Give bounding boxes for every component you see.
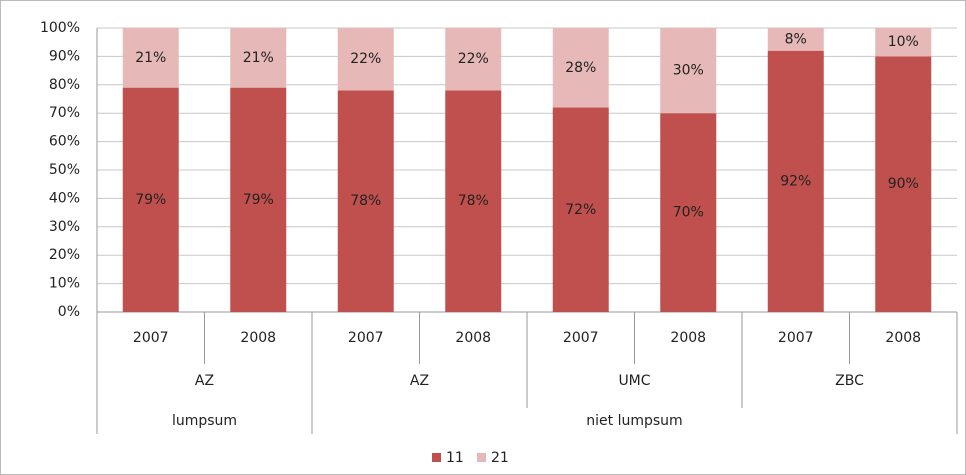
data-label: 22% bbox=[350, 51, 381, 67]
y-tick-label: 40% bbox=[49, 190, 80, 206]
supergroup-label: lumpsum bbox=[172, 413, 237, 429]
bar-segment bbox=[445, 28, 502, 91]
x-tick-label: 2007 bbox=[348, 330, 384, 346]
x-tick-label: 2007 bbox=[133, 330, 169, 346]
x-tick-label: 2007 bbox=[778, 330, 814, 346]
data-label: 78% bbox=[458, 193, 489, 209]
y-tick-label: 100% bbox=[40, 20, 80, 36]
y-tick-label: 10% bbox=[49, 276, 80, 292]
bar-segment bbox=[767, 50, 824, 312]
bar-segment bbox=[552, 28, 609, 108]
y-tick-label: 90% bbox=[49, 48, 80, 64]
group-label: AZ bbox=[410, 373, 429, 389]
bar-segment bbox=[122, 28, 179, 88]
x-tick-label: 2007 bbox=[563, 330, 599, 346]
legend-swatch bbox=[477, 453, 486, 462]
group-label: AZ bbox=[195, 373, 214, 389]
y-tick-label: 30% bbox=[49, 219, 80, 235]
legend-swatch bbox=[432, 453, 441, 462]
data-label: 8% bbox=[785, 31, 807, 47]
x-tick-label: 2008 bbox=[455, 330, 491, 346]
bar-segment bbox=[230, 28, 287, 88]
data-label: 30% bbox=[673, 63, 704, 79]
y-tick-label: 50% bbox=[49, 162, 80, 178]
data-label: 79% bbox=[135, 192, 166, 208]
y-tick-label: 0% bbox=[58, 304, 80, 320]
data-label: 10% bbox=[888, 34, 919, 50]
bar-segment bbox=[875, 28, 932, 57]
data-label: 92% bbox=[780, 173, 811, 189]
data-label: 70% bbox=[673, 205, 704, 221]
x-tick-label: 2008 bbox=[240, 330, 276, 346]
data-label: 90% bbox=[888, 176, 919, 192]
bar-segment bbox=[337, 28, 394, 91]
data-label: 78% bbox=[350, 193, 381, 209]
group-label: ZBC bbox=[835, 373, 864, 389]
y-tick-label: 70% bbox=[49, 105, 80, 121]
y-tick-label: 80% bbox=[49, 77, 80, 93]
bar-segment bbox=[660, 113, 717, 312]
data-label: 22% bbox=[458, 51, 489, 67]
legend-label: 11 bbox=[446, 450, 464, 466]
bar-segment bbox=[122, 87, 179, 312]
group-label: UMC bbox=[618, 373, 650, 389]
x-tick-label: 2008 bbox=[885, 330, 921, 346]
bar-segment bbox=[445, 90, 502, 312]
y-tick-label: 60% bbox=[49, 134, 80, 150]
y-tick-label: 20% bbox=[49, 247, 80, 263]
data-label: 21% bbox=[243, 50, 274, 66]
bar-segment bbox=[660, 28, 717, 114]
data-label: 79% bbox=[243, 192, 274, 208]
bar-segment bbox=[337, 90, 394, 312]
supergroup-label: niet lumpsum bbox=[586, 413, 682, 429]
legend-label: 21 bbox=[491, 450, 509, 466]
x-tick-label: 2008 bbox=[670, 330, 706, 346]
bar-segment bbox=[875, 56, 932, 313]
data-label: 21% bbox=[135, 50, 166, 66]
bar-segment bbox=[767, 28, 824, 51]
data-label: 28% bbox=[565, 60, 596, 76]
bar-segment bbox=[230, 87, 287, 312]
data-label: 72% bbox=[565, 202, 596, 218]
bar-segment bbox=[552, 107, 609, 313]
